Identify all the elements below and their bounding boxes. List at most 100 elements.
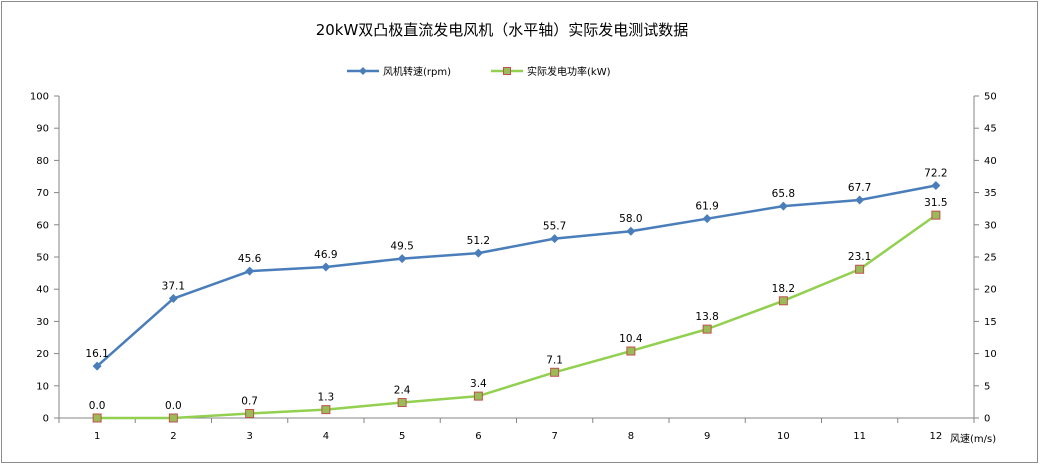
legend-item-power: 实际发电功率(kW): [491, 65, 611, 78]
x-tick-label: 11: [853, 431, 866, 442]
power-point: [473, 391, 483, 401]
x-tick-label: 6: [475, 431, 481, 442]
rpm-data-label: 55.7: [543, 221, 566, 233]
left-y-tick-label: 60: [36, 220, 49, 231]
right-y-tick-label: 15: [984, 317, 997, 328]
x-tick-label: 1: [94, 431, 100, 442]
legend: 风机转速(rpm) 实际发电功率(kW): [347, 65, 611, 78]
power-line: [97, 214, 937, 420]
power-point: [626, 346, 636, 356]
power-data-label: 23.1: [848, 251, 871, 263]
chart-title: 20kW双凸极直流发电风机（水平轴）实际发电测试数据: [316, 21, 689, 39]
right-y-tick-label: 25: [984, 253, 997, 264]
right-y-ticks: 0 5 10 15 20 25 30 35 40 45 50: [974, 92, 997, 425]
right-y-tick-label: 10: [984, 349, 997, 360]
series-power: 0.0 0.0 0.7 1.3 2.4 3.4 7.1 10.4 13.8 18.2 23.1 31.…: [89, 197, 948, 423]
x-tick-label: 5: [399, 431, 405, 442]
left-y-tick-label: 0: [43, 414, 49, 425]
power-data-label: 13.8: [695, 311, 718, 323]
right-y-tick-label: 20: [984, 285, 997, 296]
power-point: [92, 413, 102, 423]
x-tick-label: 2: [170, 431, 176, 442]
power-data-label: 10.4: [619, 333, 643, 345]
legend-label-rpm: 风机转速(rpm): [383, 65, 451, 78]
rpm-point: [855, 195, 865, 205]
rpm-data-label: 46.9: [314, 249, 337, 261]
rpm-line: [96, 184, 937, 368]
legend-marker-rpm: [359, 67, 367, 75]
left-y-ticks: 0 10 20 30 40 50 60 70 80 90 100: [30, 92, 59, 425]
legend-label-power: 实际发电功率(kW): [527, 65, 611, 78]
rpm-data-label: 61.9: [695, 201, 718, 213]
rpm-data-label: 37.1: [162, 281, 185, 293]
right-y-tick-label: 40: [984, 156, 997, 167]
rpm-point: [473, 248, 483, 258]
series-rpm: 16.1 37.1 45.6 46.9 49.5 51.2 55.7 58.0 61.9 65.8…: [85, 168, 948, 371]
power-point: [168, 413, 178, 423]
rpm-point: [92, 361, 102, 371]
power-data-label: 2.4: [394, 385, 411, 397]
x-tick-label: 10: [777, 431, 790, 442]
rpm-point: [321, 262, 331, 272]
left-y-tick-label: 100: [30, 92, 49, 103]
power-data-label: 3.4: [470, 378, 487, 390]
x-tick-label: 12: [930, 431, 943, 442]
rpm-point: [245, 266, 255, 276]
left-y-tick-label: 20: [36, 349, 49, 360]
legend-marker-power: [503, 67, 511, 75]
power-point: [931, 210, 941, 220]
power-point: [397, 398, 407, 408]
rpm-point: [550, 234, 560, 244]
power-data-label: 18.2: [772, 283, 795, 295]
power-data-label: 0.0: [89, 400, 106, 412]
rpm-point: [702, 214, 712, 224]
rpm-data-label: 67.7: [848, 182, 871, 194]
x-tick-label: 3: [246, 431, 252, 442]
rpm-data-label: 49.5: [390, 241, 413, 253]
rpm-data-label: 16.1: [85, 348, 108, 360]
power-data-label: 31.5: [924, 197, 947, 209]
left-y-tick-label: 80: [36, 156, 49, 167]
rpm-data-label: 45.6: [238, 253, 262, 265]
left-y-tick-label: 90: [36, 124, 49, 135]
power-point: [550, 367, 560, 377]
legend-item-rpm: 风机转速(rpm): [347, 65, 451, 78]
left-y-tick-label: 70: [36, 188, 49, 199]
x-ticks: 1 2 3 4 5 6 7 8 9 10 11 12: [58, 418, 975, 442]
rpm-point: [778, 201, 788, 211]
x-tick-label: 4: [323, 431, 329, 442]
power-point: [778, 296, 788, 306]
right-y-tick-label: 45: [984, 124, 997, 135]
left-y-tick-label: 10: [36, 381, 49, 392]
rpm-data-label: 65.8: [772, 188, 795, 200]
power-data-label: 1.3: [318, 392, 335, 404]
rpm-point: [626, 226, 636, 236]
rpm-point: [168, 294, 178, 304]
right-y-tick-label: 5: [984, 381, 990, 392]
right-y-tick-label: 0: [984, 414, 990, 425]
power-data-label: 0.0: [165, 400, 182, 412]
right-y-tick-label: 50: [984, 92, 997, 103]
power-data-label: 0.7: [241, 395, 258, 407]
x-tick-label: 8: [628, 431, 634, 442]
right-y-tick-label: 35: [984, 188, 997, 199]
x-tick-label: 9: [704, 431, 710, 442]
power-data-label: 7.1: [546, 354, 563, 366]
power-point: [321, 405, 331, 415]
left-y-tick-label: 50: [36, 253, 49, 264]
rpm-point: [931, 181, 941, 191]
power-point: [245, 408, 255, 418]
power-point: [702, 324, 712, 334]
left-y-tick-label: 30: [36, 317, 49, 328]
x-tick-label: 7: [551, 431, 557, 442]
right-y-tick-label: 30: [984, 220, 997, 231]
left-y-tick-label: 40: [36, 285, 49, 296]
x-axis-label: 风速(m/s): [950, 433, 996, 445]
power-point: [855, 264, 865, 274]
rpm-point: [397, 254, 407, 264]
rpm-data-label: 51.2: [467, 235, 490, 247]
rpm-data-label: 72.2: [924, 168, 947, 180]
rpm-data-label: 58.0: [619, 213, 642, 225]
